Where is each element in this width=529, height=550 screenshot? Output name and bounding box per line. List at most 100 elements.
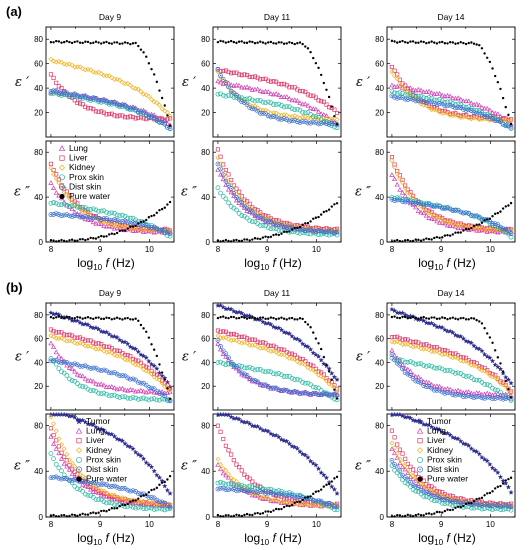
data-point <box>322 355 326 359</box>
data-point <box>493 487 497 490</box>
data-point <box>224 41 228 44</box>
data-point <box>145 218 148 222</box>
data-point <box>100 42 103 45</box>
y-tick-label: 80 <box>201 421 210 430</box>
data-point <box>439 92 445 98</box>
data-point <box>484 105 490 111</box>
data-point <box>398 239 402 243</box>
data-point <box>228 186 234 191</box>
data-point <box>53 211 59 217</box>
data-point <box>143 226 149 232</box>
data-point <box>78 316 82 319</box>
data-point <box>264 235 267 238</box>
data-point <box>133 225 139 231</box>
y-tick-label: 0 <box>206 513 211 522</box>
data-point <box>316 372 322 378</box>
x-axis-label: log10 f (Hz) <box>418 531 476 547</box>
data-point <box>458 371 464 376</box>
data-point <box>260 99 266 105</box>
series-prox-skin <box>48 90 173 132</box>
data-point <box>136 225 141 230</box>
data-point <box>95 220 102 226</box>
data-point <box>82 67 88 73</box>
y-tick-label: 80 <box>375 148 384 157</box>
data-point <box>459 41 462 44</box>
data-point <box>438 41 441 44</box>
data-point <box>131 318 135 321</box>
data-point <box>505 484 512 490</box>
data-point <box>158 363 161 366</box>
data-point <box>69 62 75 68</box>
data-point <box>151 468 157 474</box>
data-point <box>308 93 313 98</box>
data-point <box>476 102 482 108</box>
data-point <box>224 238 228 242</box>
data-point <box>290 228 294 231</box>
data-point <box>53 190 59 195</box>
data-point <box>242 96 247 102</box>
data-point <box>450 113 456 119</box>
data-point <box>237 40 241 43</box>
data-point <box>240 239 243 243</box>
data-point <box>101 208 107 214</box>
data-point <box>427 512 431 515</box>
data-point <box>240 315 243 319</box>
data-point <box>247 201 252 206</box>
data-point <box>394 360 400 366</box>
data-point <box>300 109 305 115</box>
data-point <box>314 61 318 65</box>
data-point <box>501 96 505 100</box>
data-point <box>397 90 403 95</box>
data-point <box>296 226 299 230</box>
y-tick-label: 80 <box>375 421 384 430</box>
data-point <box>403 239 407 242</box>
data-point <box>236 363 242 368</box>
data-point <box>285 318 288 321</box>
data-point <box>85 66 91 72</box>
data-point <box>321 99 326 104</box>
data-point <box>390 39 394 43</box>
data-point <box>300 227 305 233</box>
data-point <box>389 463 395 468</box>
series-liver <box>215 67 340 116</box>
data-point <box>422 514 425 517</box>
data-point <box>105 510 108 513</box>
data-point <box>294 114 300 120</box>
data-point <box>307 458 314 464</box>
data-point <box>441 316 444 319</box>
data-point <box>53 428 59 434</box>
data-point <box>90 219 96 225</box>
data-point <box>406 317 410 320</box>
data-point <box>163 206 166 209</box>
data-point <box>68 239 71 242</box>
data-point <box>220 78 226 84</box>
data-point <box>215 155 221 161</box>
legend-entry-lung: Lung <box>58 143 88 153</box>
data-point <box>94 40 98 43</box>
data-point <box>51 167 56 173</box>
data-point <box>430 316 433 319</box>
data-point <box>101 97 107 103</box>
legend-label: Lung <box>69 143 88 153</box>
data-point <box>392 90 397 96</box>
data-point <box>313 95 318 100</box>
data-point <box>72 361 78 367</box>
data-point <box>54 80 59 85</box>
data-point <box>401 39 404 43</box>
data-point <box>56 180 62 186</box>
data-point <box>248 40 251 43</box>
data-point <box>390 240 394 243</box>
data-point <box>110 42 114 45</box>
data-point <box>281 352 287 358</box>
data-point <box>141 116 146 121</box>
data-point <box>393 40 396 43</box>
data-point <box>227 40 230 44</box>
data-point <box>104 209 109 215</box>
data-point <box>454 42 457 45</box>
x-tick-label: 8 <box>216 520 221 529</box>
data-point <box>265 99 271 105</box>
data-point <box>237 239 241 243</box>
data-point <box>298 225 302 229</box>
data-point <box>324 121 329 127</box>
data-point <box>426 95 432 100</box>
